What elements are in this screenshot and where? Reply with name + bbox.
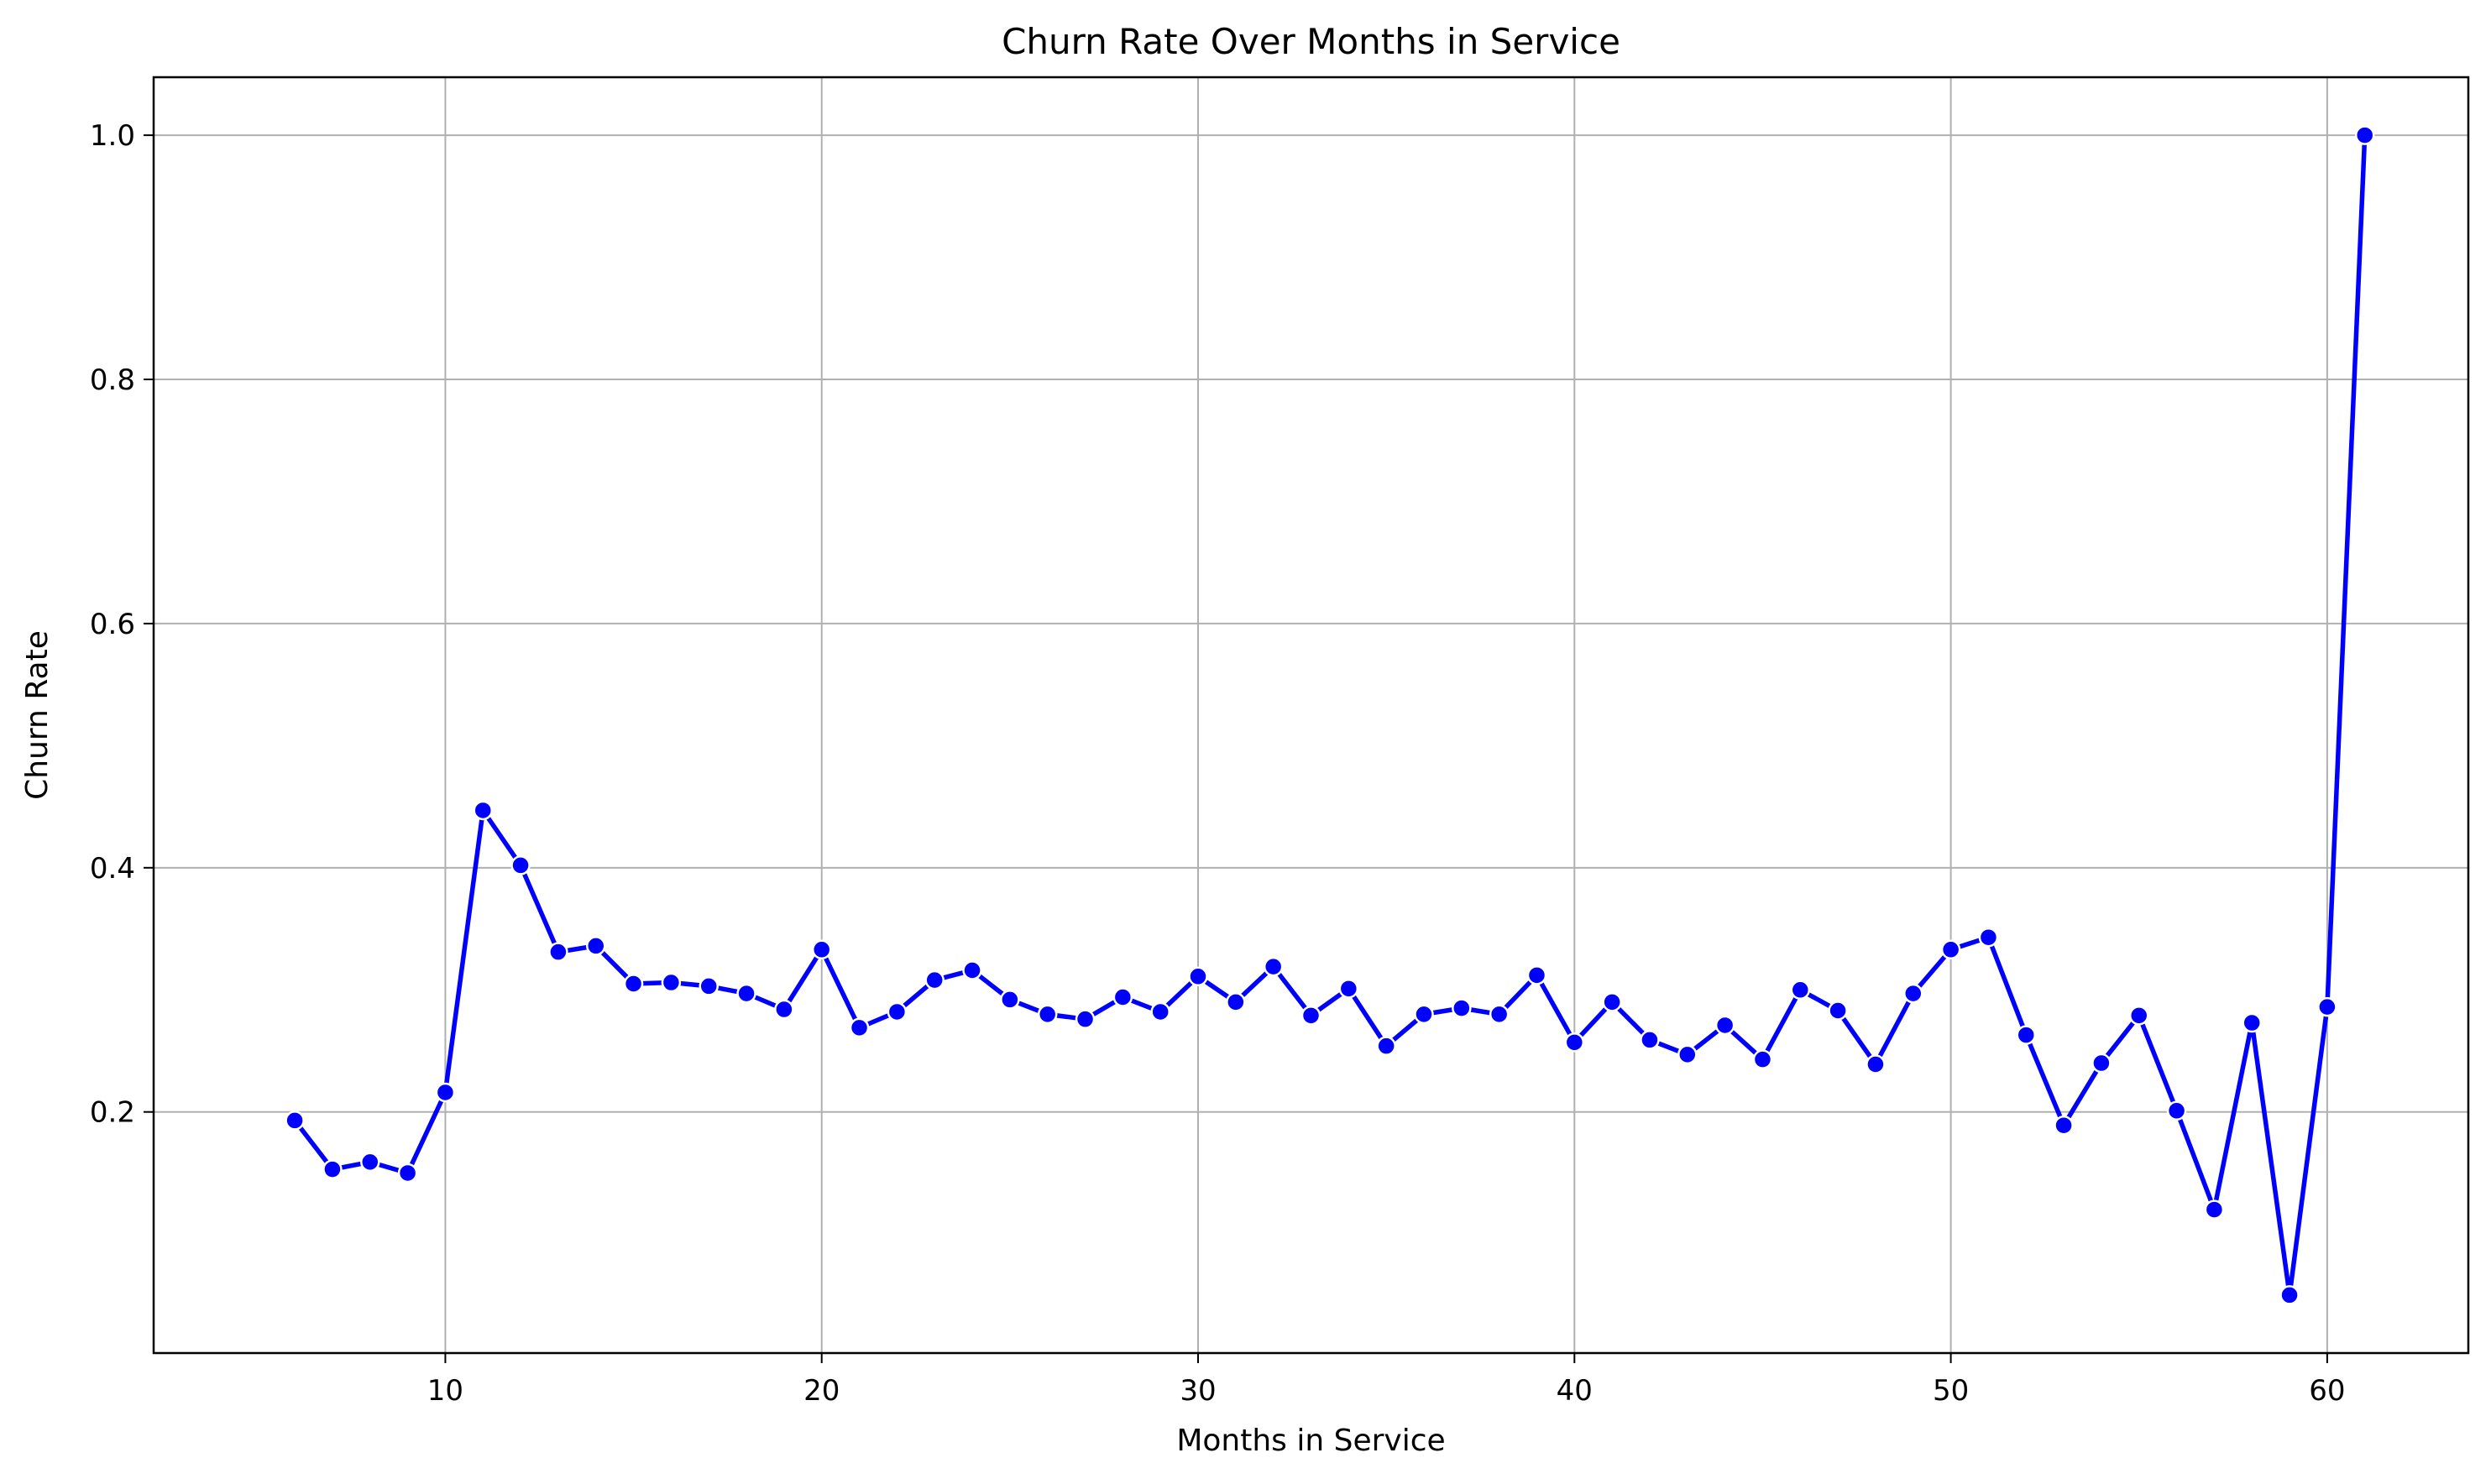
data-point: [2279, 1285, 2300, 1305]
data-point: [1940, 939, 1961, 960]
y-tick-label: 0.4: [90, 852, 135, 886]
data-point: [1978, 927, 1999, 948]
data-point: [1075, 1009, 1096, 1029]
chart-title: Churn Rate Over Months in Service: [1002, 21, 1620, 62]
data-point: [924, 969, 945, 990]
data-point: [1564, 1032, 1585, 1053]
data-point: [2166, 1100, 2187, 1121]
x-tick-label: 30: [1180, 1374, 1216, 1408]
axis-ticks: 10 20 30 40 50 60 0.2 0.4 0.6 0.8 1.0: [90, 119, 2346, 1408]
data-point: [1300, 1006, 1321, 1026]
data-point: [1414, 1004, 1434, 1025]
data-point: [585, 936, 606, 956]
data-point: [887, 1001, 908, 1022]
x-axis-label: Months in Service: [1176, 1424, 1445, 1458]
y-tick-label: 0.8: [90, 363, 135, 397]
data-point: [774, 999, 794, 1020]
data-point: [736, 983, 756, 1004]
data-point: [1000, 990, 1020, 1010]
data-point: [322, 1159, 343, 1179]
data-point: [285, 1110, 305, 1131]
y-tick-label: 0.2: [90, 1096, 135, 1130]
x-tick-label: 10: [427, 1374, 463, 1408]
y-axis-label: Churn Rate: [20, 630, 55, 800]
data-point: [1640, 1030, 1660, 1050]
data-point: [2317, 996, 2337, 1017]
data-point: [1828, 1001, 1848, 1021]
data-point: [661, 972, 682, 993]
data-point: [510, 855, 531, 875]
data-point: [548, 942, 568, 962]
data-point: [435, 1082, 456, 1103]
series-layer: [285, 125, 2375, 1305]
data-point: [1526, 965, 1547, 985]
data-point: [699, 976, 719, 996]
data-point: [1489, 1004, 1510, 1025]
data-point: [397, 1163, 418, 1184]
data-point: [1226, 992, 1246, 1012]
data-point: [1677, 1044, 1698, 1065]
data-point: [2242, 1012, 2262, 1033]
data-point: [962, 960, 982, 980]
data-point: [1263, 956, 1284, 977]
data-point: [360, 1152, 380, 1173]
data-point: [1714, 1015, 1735, 1036]
data-point: [2128, 1006, 2149, 1026]
data-point: [1188, 966, 1208, 987]
data-point: [811, 939, 832, 960]
data-point: [623, 974, 644, 994]
data-point: [1866, 1054, 1886, 1074]
x-tick-label: 60: [2309, 1374, 2345, 1408]
x-tick-label: 50: [1933, 1374, 1969, 1408]
data-point: [1037, 1004, 1058, 1025]
data-point: [849, 1017, 870, 1038]
data-point: [1452, 998, 1472, 1018]
data-point: [2054, 1115, 2074, 1136]
data-point: [1752, 1049, 1773, 1069]
data-point: [2204, 1199, 2225, 1220]
data-point: [1790, 980, 1811, 1001]
data-point: [1376, 1036, 1396, 1056]
grid: [154, 77, 2468, 1353]
data-point: [1338, 979, 1359, 999]
data-point: [1150, 1001, 1170, 1022]
y-tick-label: 1.0: [90, 119, 135, 153]
data-point: [1903, 983, 1923, 1004]
x-tick-label: 40: [1557, 1374, 1593, 1408]
data-point: [2354, 125, 2375, 145]
data-point: [2016, 1025, 2037, 1045]
data-point: [2091, 1053, 2112, 1074]
plot-frame: [152, 76, 2470, 1355]
y-tick-label: 0.6: [90, 608, 135, 641]
x-tick-label: 20: [803, 1374, 840, 1408]
data-point: [1602, 992, 1622, 1012]
data-point: [1112, 987, 1133, 1007]
data-point: [473, 800, 494, 821]
